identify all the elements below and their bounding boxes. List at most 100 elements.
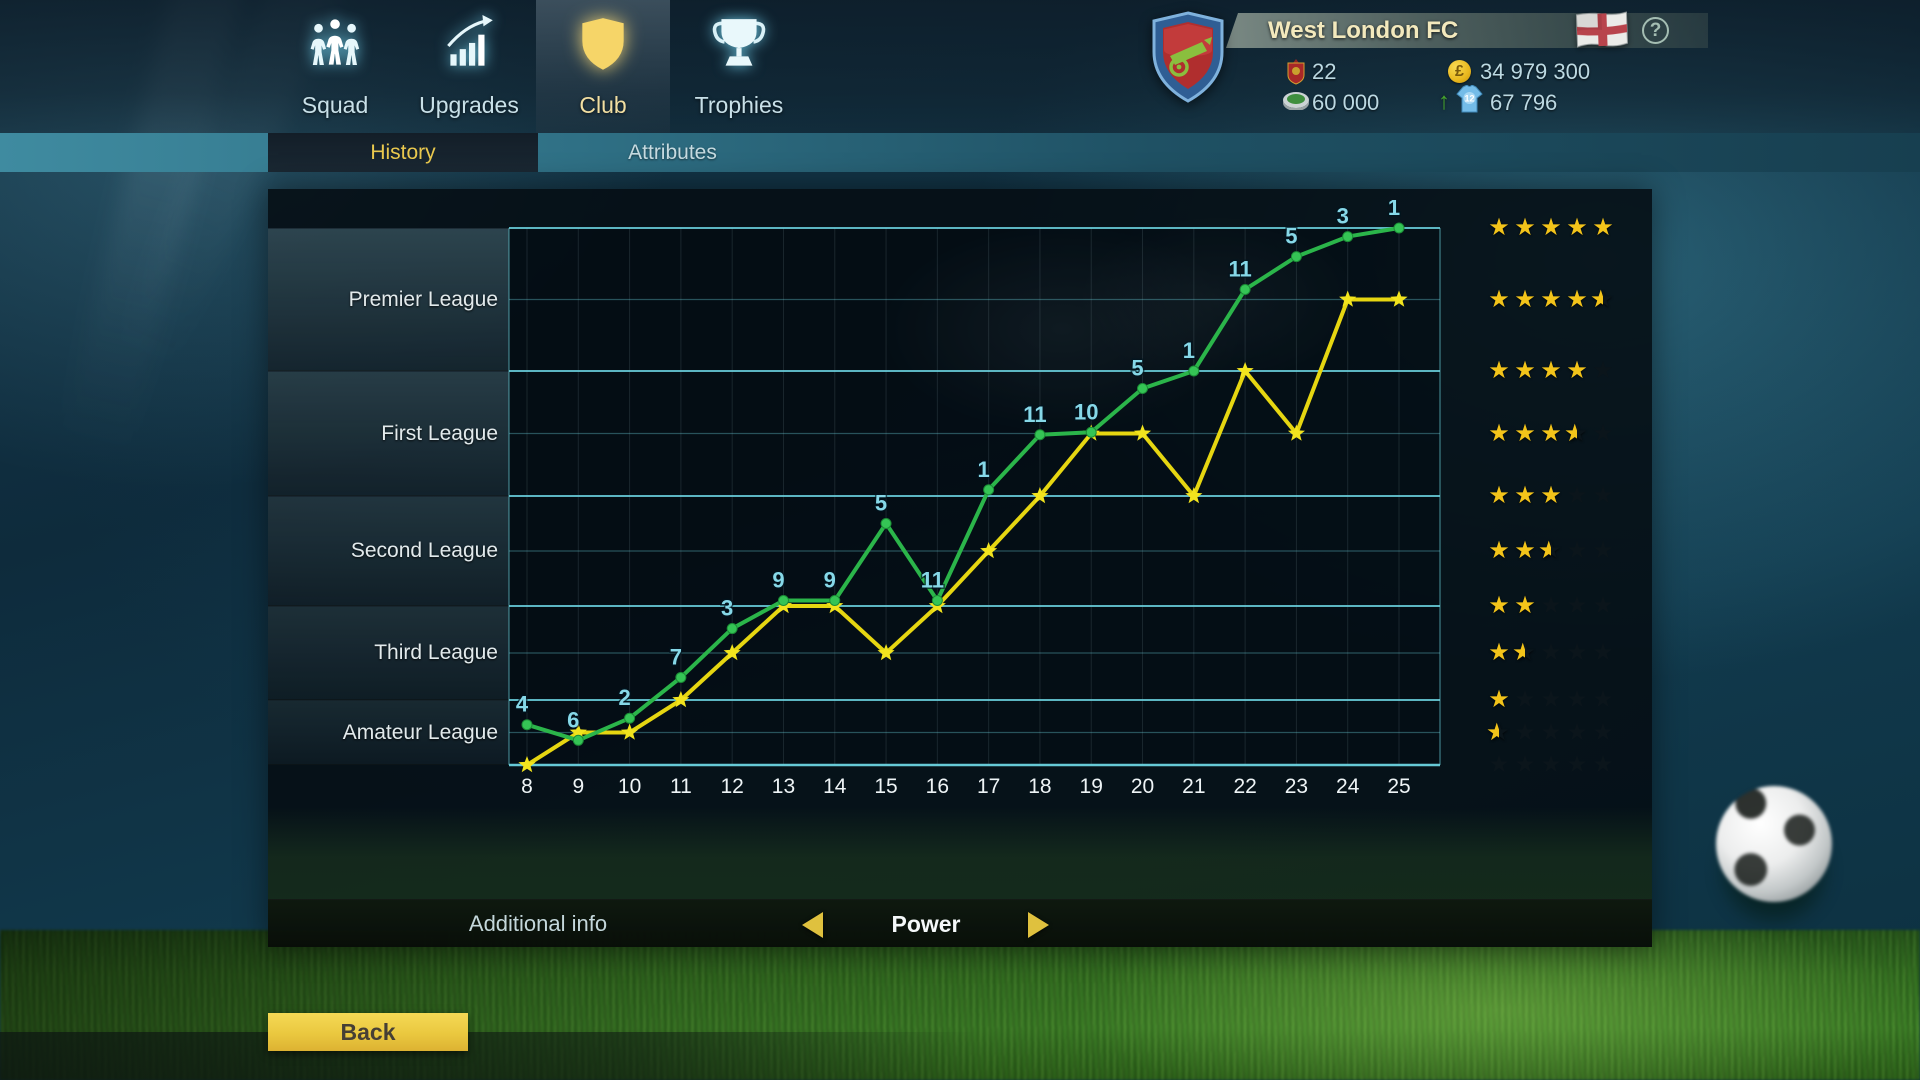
star-icon: ★ bbox=[1488, 357, 1510, 384]
subtab-attributes[interactable]: Attributes bbox=[628, 141, 717, 164]
star-icon: ★ bbox=[1488, 686, 1510, 713]
star-icon: ★ bbox=[1514, 751, 1536, 778]
tab-squad[interactable]: Squad bbox=[268, 0, 402, 133]
star-icon: ★ bbox=[1566, 214, 1588, 241]
svg-text:1: 1 bbox=[1388, 200, 1400, 220]
star-rating-row: ★ ★ ★ ★ ★ bbox=[1486, 358, 1616, 384]
svg-text:9: 9 bbox=[824, 568, 836, 593]
tab-trophies[interactable]: Trophies bbox=[672, 0, 806, 133]
star-rating-row: ★ ★ ★ ★ ★ bbox=[1486, 483, 1616, 509]
help-icon[interactable]: ? bbox=[1642, 17, 1669, 44]
soccer-ball bbox=[1716, 786, 1832, 902]
star-rating-row: ★ ★ ★ ★ ★ ★ bbox=[1486, 640, 1616, 666]
star-icon: ★ bbox=[1540, 214, 1562, 241]
star-icon: ★ bbox=[1514, 686, 1536, 713]
star-icon: ★ bbox=[1540, 718, 1562, 746]
star-icon: ★ bbox=[1514, 214, 1536, 241]
star-rating-row: ★ ★ ★ ★ ★ ★ bbox=[1486, 718, 1616, 746]
svg-text:19: 19 bbox=[1080, 775, 1103, 798]
svg-text:21: 21 bbox=[1182, 775, 1205, 798]
star-icon: ★ ★ bbox=[1538, 537, 1562, 564]
league-row: Premier League bbox=[268, 228, 509, 371]
pound-coin-icon: £ bbox=[1448, 60, 1471, 83]
star-icon: ★ ★ bbox=[1590, 285, 1614, 313]
star-icon: ★ bbox=[1514, 537, 1536, 564]
star-icon: ★ bbox=[1540, 419, 1562, 447]
additional-info-label: Additional info bbox=[468, 911, 608, 936]
star-icon: ★ bbox=[1592, 639, 1614, 666]
star-icon: ★ bbox=[1592, 592, 1614, 619]
league-row: Amateur League bbox=[268, 700, 509, 765]
star-icon: ★ bbox=[1488, 537, 1510, 564]
tab-trophies-label: Trophies bbox=[694, 92, 784, 118]
svg-text:5: 5 bbox=[1285, 224, 1297, 249]
star-icon: ★ bbox=[1540, 357, 1562, 384]
league-label: Second League bbox=[350, 539, 498, 562]
star-icon: ★ bbox=[1488, 419, 1510, 447]
star-icon: ★ bbox=[1566, 686, 1588, 713]
star-icon: ★ bbox=[1566, 639, 1588, 666]
fans-count: 67 796 bbox=[1490, 90, 1558, 115]
star-icon: ★ bbox=[1514, 357, 1536, 384]
tab-club-label: Club bbox=[579, 92, 627, 118]
up-arrow-icon: ↑ bbox=[1438, 88, 1450, 115]
star-icon: ★ ★ bbox=[1512, 639, 1536, 666]
svg-text:9: 9 bbox=[772, 568, 784, 593]
tab-club[interactable]: Club bbox=[536, 0, 670, 133]
star-icon: ★ bbox=[1566, 592, 1588, 619]
star-rating-row: ★ ★ ★ ★ ★ bbox=[1486, 593, 1616, 619]
svg-text:12: 12 bbox=[720, 775, 743, 798]
back-button[interactable]: Back bbox=[268, 1013, 468, 1051]
svg-text:18: 18 bbox=[1028, 775, 1051, 798]
svg-text:11: 11 bbox=[921, 568, 944, 593]
club-badge bbox=[1152, 11, 1224, 103]
history-chart-panel: Premier League First League Second League T… bbox=[268, 189, 1652, 947]
svg-text:16: 16 bbox=[926, 775, 949, 798]
england-flag bbox=[1575, 11, 1628, 48]
star-icon: ★ bbox=[1592, 482, 1614, 509]
selector-next-arrow[interactable] bbox=[1028, 912, 1049, 938]
top-nav-bar: Squad Upgrades Club bbox=[0, 0, 1920, 133]
tab-upgrades[interactable]: Upgrades bbox=[402, 0, 536, 133]
trophy-icon bbox=[712, 19, 766, 66]
panel-grass-tint bbox=[268, 807, 1652, 899]
money-value: 34 979 300 bbox=[1480, 59, 1591, 84]
star-icon: ★ bbox=[1488, 214, 1510, 241]
svg-text:23: 23 bbox=[1285, 775, 1308, 798]
star-icon: ★ bbox=[1566, 751, 1588, 778]
subtab-history[interactable]: History bbox=[268, 133, 538, 172]
star-icon: ★ bbox=[1566, 357, 1588, 384]
star-icon: ★ bbox=[1488, 285, 1510, 313]
svg-text:5: 5 bbox=[875, 491, 887, 516]
league-label: First League bbox=[381, 421, 498, 445]
star-icon: ★ bbox=[1592, 686, 1614, 713]
trophy-count: 22 bbox=[1312, 59, 1337, 84]
svg-text:12: 12 bbox=[1464, 94, 1474, 104]
star-icon: ★ bbox=[1592, 357, 1614, 384]
star-icon: ★ bbox=[1566, 718, 1588, 746]
star-icon: ★ ★ bbox=[1486, 718, 1510, 746]
league-row: Third League bbox=[268, 606, 509, 700]
svg-text:14: 14 bbox=[823, 775, 847, 798]
league-label: Third League bbox=[374, 641, 498, 664]
star-icon: ★ bbox=[1592, 214, 1614, 241]
svg-text:22: 22 bbox=[1233, 775, 1256, 798]
upgrades-icon bbox=[447, 15, 493, 66]
star-icon: ★ bbox=[1488, 592, 1510, 619]
star-icon: ★ bbox=[1540, 285, 1562, 313]
star-icon: ★ bbox=[1540, 751, 1562, 778]
svg-text:24: 24 bbox=[1336, 775, 1360, 798]
svg-text:10: 10 bbox=[618, 775, 641, 798]
svg-text:1: 1 bbox=[978, 457, 990, 482]
svg-text:11: 11 bbox=[1228, 256, 1251, 281]
star-rating-row: ★ ★ ★ ★ ★ ★ bbox=[1486, 538, 1616, 564]
star-rating-row: ★ ★ ★ ★ ★ bbox=[1486, 687, 1616, 713]
star-icon: ★ bbox=[1566, 285, 1588, 313]
selector-prev-arrow[interactable] bbox=[802, 912, 823, 938]
star-icon: ★ bbox=[1540, 686, 1562, 713]
star-icon: ★ bbox=[1566, 537, 1588, 564]
svg-text:25: 25 bbox=[1387, 775, 1410, 798]
svg-text:9: 9 bbox=[572, 775, 584, 798]
